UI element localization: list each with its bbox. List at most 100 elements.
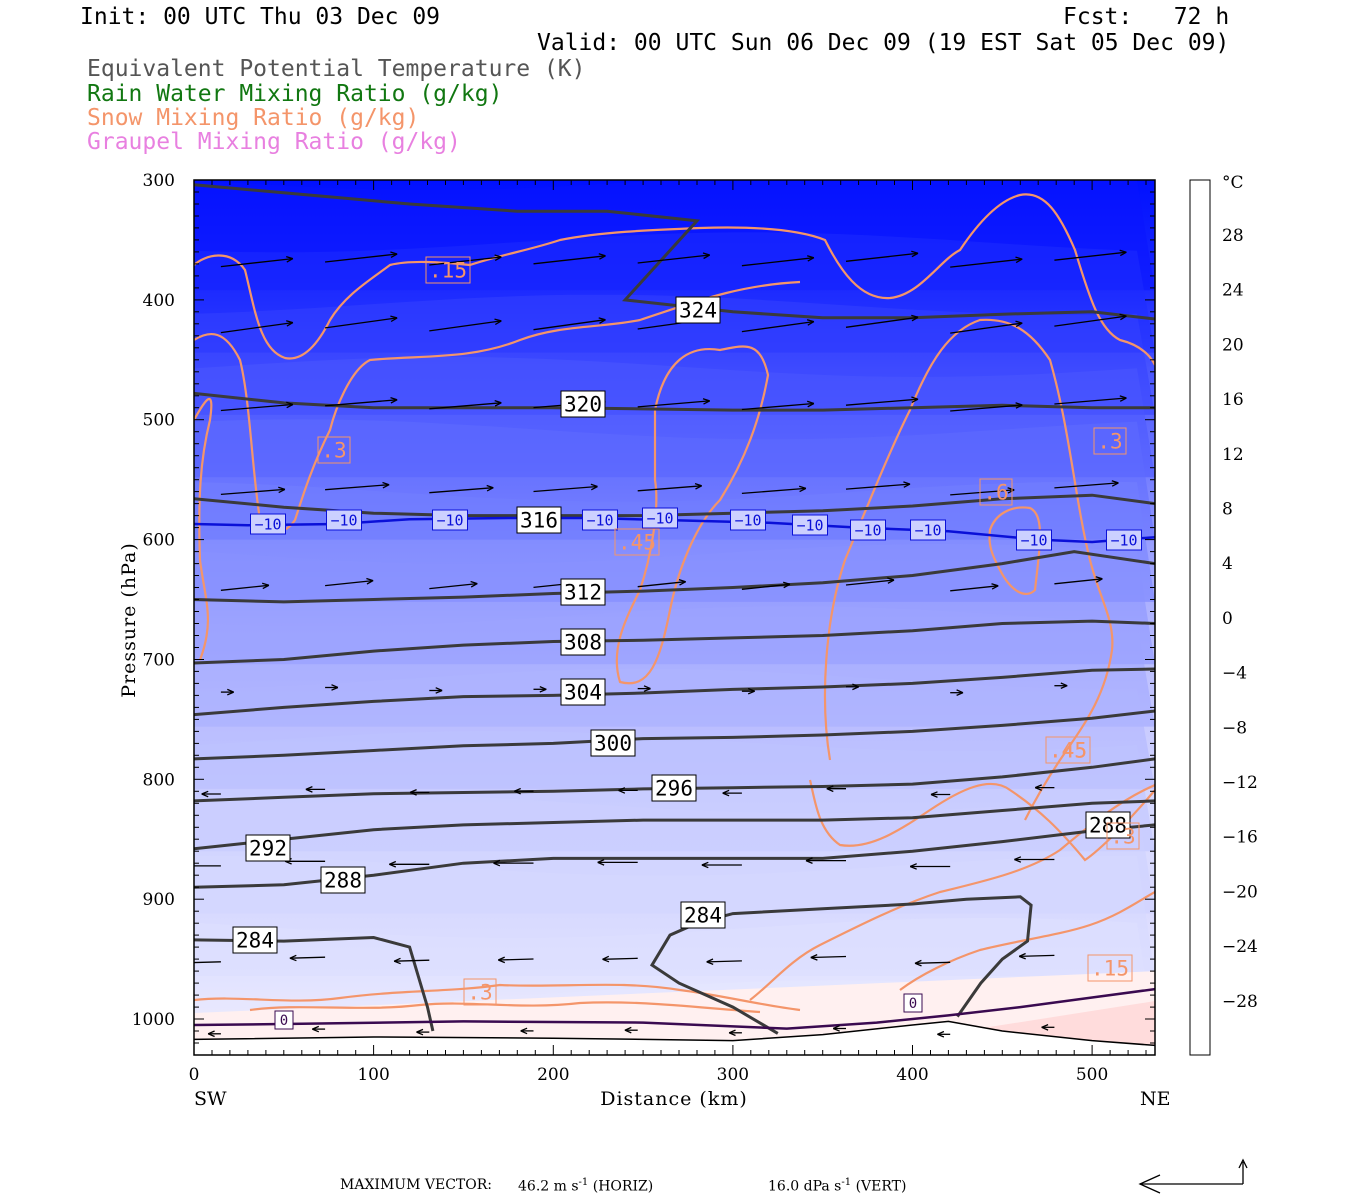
svg-text:308: 308 xyxy=(564,631,602,655)
zero-degree-line xyxy=(194,987,1155,1030)
wind-vector-head xyxy=(852,683,860,691)
axis-ticks xyxy=(193,179,1155,1056)
wind-vector xyxy=(533,255,606,265)
theta-e-label: 296 xyxy=(651,774,697,802)
wind-vector-head xyxy=(305,786,313,793)
wind-vector xyxy=(220,403,293,412)
wind-vector xyxy=(533,485,598,493)
wind-vector-head xyxy=(914,959,922,967)
wind-vector xyxy=(325,579,374,587)
wind-vector-head xyxy=(514,787,521,795)
snow-label: .15 xyxy=(1087,954,1133,982)
wind-vector xyxy=(325,484,390,491)
minus10-label: −10 xyxy=(730,509,766,531)
wind-vector-head xyxy=(201,790,209,798)
wind-vector-head xyxy=(1095,576,1103,583)
wind-vector-head xyxy=(494,254,502,261)
wind-vector xyxy=(429,320,502,332)
wind-vector-head xyxy=(702,398,710,405)
theta-e-line xyxy=(194,183,1155,321)
max-vector-label: MAXIMUM VECTOR: xyxy=(340,1177,492,1193)
sw-label: SW xyxy=(194,1088,227,1110)
snow-contour-sfc xyxy=(194,983,801,1012)
theta-e-label: 308 xyxy=(560,628,606,656)
wind-vector-head xyxy=(826,785,834,793)
minus10-label: −10 xyxy=(250,513,286,535)
svg-text:284: 284 xyxy=(684,904,722,928)
theta-e-label: 284 xyxy=(232,926,278,954)
wind-vector-head xyxy=(887,577,895,584)
wind-vector-head xyxy=(701,861,709,869)
y-tick-label: 400 xyxy=(143,291,175,311)
wind-vector xyxy=(220,257,293,268)
wind-vector xyxy=(220,321,293,334)
colorbar-tick-label: −4 xyxy=(1222,664,1247,684)
wind-vector-head xyxy=(207,1030,215,1038)
wind-vector xyxy=(1019,954,1055,958)
svg-text:.15: .15 xyxy=(1091,957,1129,981)
wind-vector-head xyxy=(1119,395,1127,402)
theta-e-label: 312 xyxy=(560,578,606,606)
colorbar-tick-label: −24 xyxy=(1222,937,1258,957)
wind-vector-head xyxy=(520,1027,528,1035)
svg-text:324: 324 xyxy=(679,299,717,323)
snow-label: .6 xyxy=(979,478,1013,506)
minus10-label: −10 xyxy=(910,519,946,541)
wind-vector-head xyxy=(1111,480,1119,487)
wind-vector xyxy=(194,961,221,964)
minus10-label: −10 xyxy=(326,509,362,531)
wind-vector xyxy=(741,402,814,411)
wind-vector-head xyxy=(286,401,294,409)
wind-vector-head xyxy=(728,1029,736,1037)
zero-label: 0 xyxy=(903,993,923,1013)
max-vector-vert: 16.0 dPa s-1 (VERT) xyxy=(768,1177,907,1195)
colorbar-tick-label: −16 xyxy=(1222,828,1258,848)
svg-text:−10: −10 xyxy=(1110,531,1137,549)
svg-text:.3: .3 xyxy=(1110,825,1135,849)
wind-vector-head xyxy=(810,954,818,961)
wind-vector-head xyxy=(694,482,702,490)
x-tick-labels: 0 100 200 300 400 500 xyxy=(189,1065,1109,1085)
wind-vector-head xyxy=(1060,682,1068,689)
wind-vector-head xyxy=(805,857,813,864)
svg-text:.3: .3 xyxy=(1097,430,1122,454)
x-tick-label: 400 xyxy=(896,1065,928,1085)
reference-vector-icon xyxy=(1138,1158,1248,1194)
colorbar-tick-label: 24 xyxy=(1222,281,1244,301)
snow-label: .45 xyxy=(614,528,660,556)
svg-text:−10: −10 xyxy=(1020,531,1047,549)
wind-vector xyxy=(1054,482,1119,489)
colorbar-tick-label: −28 xyxy=(1222,992,1258,1012)
colorbar-tick-label: −12 xyxy=(1222,773,1258,793)
svg-text:−10: −10 xyxy=(254,515,281,533)
theta-e-label: 292 xyxy=(245,834,291,862)
wind-vector-head xyxy=(486,484,494,492)
zero-label: 0 xyxy=(274,1010,294,1030)
wind-vector-head xyxy=(286,255,294,263)
colorbar-tick-label: −8 xyxy=(1222,718,1247,738)
wind-vector xyxy=(637,581,686,588)
wind-vector-head xyxy=(494,318,502,326)
wind-vector-head xyxy=(389,860,397,868)
svg-text:.3: .3 xyxy=(321,439,346,463)
minus10-label: −10 xyxy=(850,519,886,541)
x-tick-label: 100 xyxy=(357,1065,389,1085)
wind-vector xyxy=(325,253,398,263)
wind-vector-head xyxy=(903,481,911,488)
freezing-line xyxy=(194,987,1155,1030)
theta-e-label: 300 xyxy=(590,729,636,757)
y-tick-label: 900 xyxy=(143,890,175,910)
snow-labels: .15.3.3.45.45.6.3.15.3.45 xyxy=(317,256,1140,1006)
snow-contour-0.45a xyxy=(615,345,770,685)
wind-vector-head xyxy=(498,956,506,964)
wind-vector-head xyxy=(416,1028,424,1036)
legend-rain-water: Rain Water Mixing Ratio (g/kg) xyxy=(87,81,503,107)
wind-vector-head xyxy=(597,859,605,866)
wind-vector-head xyxy=(390,396,398,404)
terrain xyxy=(194,1021,1155,1055)
surface-line xyxy=(194,1020,1155,1047)
snow-contour-bottom2 xyxy=(899,891,1155,991)
wind-vector-head xyxy=(1119,313,1127,321)
wind-vector-head xyxy=(289,954,297,962)
